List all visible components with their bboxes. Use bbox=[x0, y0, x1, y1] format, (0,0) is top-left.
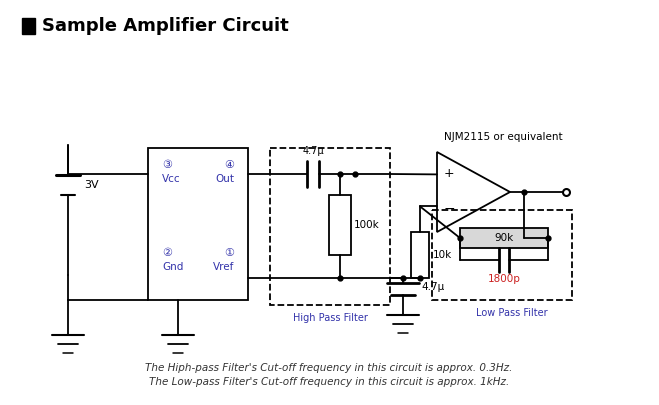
Text: 100k: 100k bbox=[354, 220, 380, 230]
Text: −: − bbox=[444, 201, 455, 215]
Bar bbox=[432, 210, 572, 300]
Text: ③: ③ bbox=[162, 160, 172, 170]
Text: Out: Out bbox=[215, 174, 234, 184]
Bar bbox=[270, 148, 390, 305]
Text: +: + bbox=[444, 167, 454, 180]
Text: ④: ④ bbox=[224, 160, 234, 170]
Bar bbox=[411, 232, 429, 278]
Text: ①: ① bbox=[224, 248, 234, 258]
Text: ②: ② bbox=[162, 248, 172, 258]
Text: 3V: 3V bbox=[84, 180, 99, 190]
Bar bbox=[22, 18, 35, 34]
Text: 4.7μ: 4.7μ bbox=[421, 281, 444, 292]
Text: Sample Amplifier Circuit: Sample Amplifier Circuit bbox=[42, 17, 289, 35]
Text: 4.7μ: 4.7μ bbox=[302, 146, 324, 156]
Text: High Pass Filter: High Pass Filter bbox=[293, 313, 368, 323]
Text: 90k: 90k bbox=[494, 233, 513, 243]
Text: The Low-pass Filter's Cut-off frequency in this circuit is approx. 1kHz.: The Low-pass Filter's Cut-off frequency … bbox=[149, 377, 509, 387]
Text: Gnd: Gnd bbox=[162, 262, 183, 272]
Bar bbox=[460, 228, 548, 248]
Text: NJM2115 or equivalent: NJM2115 or equivalent bbox=[444, 132, 563, 142]
Text: Vcc: Vcc bbox=[162, 174, 181, 184]
Bar bbox=[329, 195, 351, 255]
Text: Low Pass Filter: Low Pass Filter bbox=[476, 308, 548, 318]
Bar bbox=[148, 148, 248, 300]
Text: Vref: Vref bbox=[213, 262, 234, 272]
Text: The Hiph-pass Filter's Cut-off frequency in this circuit is approx. 0.3Hz.: The Hiph-pass Filter's Cut-off frequency… bbox=[146, 363, 513, 373]
Text: 1800p: 1800p bbox=[488, 274, 521, 284]
Text: 10k: 10k bbox=[433, 250, 452, 260]
